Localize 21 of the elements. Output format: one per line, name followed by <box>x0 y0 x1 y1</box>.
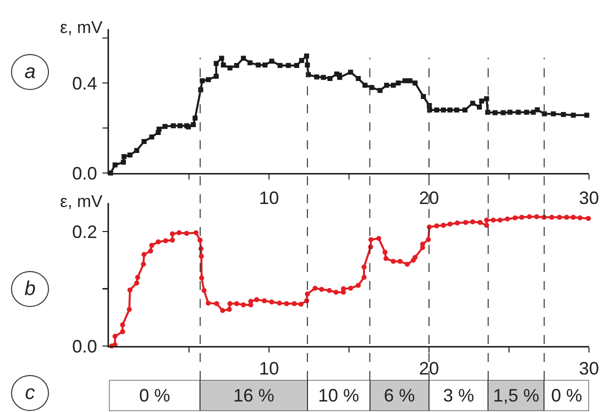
series-label: 16 % <box>233 386 274 406</box>
series-label: 1,5 % <box>493 386 540 406</box>
y-tick-label: 0.0 <box>72 336 98 356</box>
series-label: 3 % <box>443 386 474 406</box>
chart-title: c <box>11 375 49 411</box>
x-tick-label: 30 <box>578 358 600 378</box>
y-tick-label: 0.4 <box>72 73 98 94</box>
x-tick-label: 10 <box>258 188 280 208</box>
series-label: 6 % <box>384 386 415 406</box>
y-tick-label: 0.2 <box>72 222 98 242</box>
text: b <box>11 271 49 307</box>
x-tick-label: 30 <box>578 188 600 208</box>
x-tick-label: 20 <box>418 358 440 378</box>
y-axis-title: ε, mV <box>60 18 104 37</box>
x-tick-label: 10 <box>258 358 280 378</box>
series-label: 0 % <box>551 386 582 406</box>
series-label: 10 % <box>318 386 360 406</box>
y-axis-title: ε, mV <box>60 192 104 211</box>
text: a <box>11 54 49 90</box>
series-label: 0 % <box>139 386 170 406</box>
y-tick-label: 0.0 <box>72 163 98 184</box>
